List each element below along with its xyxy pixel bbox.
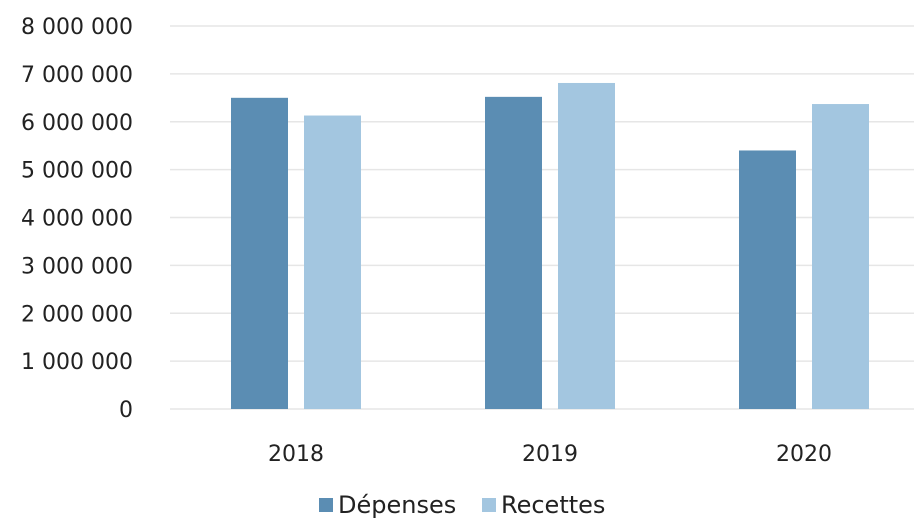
y-tick-label: 5 000 000 (21, 159, 133, 184)
x-category-label: 2020 (776, 442, 832, 467)
y-axis-ticks: 0 1 000 000 2 000 000 3 000 000 4 000 000 5 0… (21, 15, 133, 423)
bar-recettes-2019 (558, 82, 615, 409)
y-tick-label: 8 000 000 (21, 15, 133, 40)
legend-label: Recettes (501, 491, 605, 519)
legend-swatch (482, 498, 496, 512)
y-tick-label: 3 000 000 (21, 254, 133, 279)
legend-label: Dépenses (338, 491, 456, 519)
bars (231, 82, 869, 410)
bar-recettes-2018 (304, 115, 361, 410)
legend: Dépenses Recettes (319, 491, 605, 519)
bar-depenses-2020 (739, 150, 796, 409)
bar-depenses-2018 (231, 97, 288, 409)
y-tick-label: 2 000 000 (21, 302, 133, 327)
y-tick-label: 0 (119, 398, 133, 423)
y-tick-label: 1 000 000 (21, 350, 133, 375)
bar-depenses-2019 (485, 96, 542, 409)
x-category-label: 2019 (522, 442, 578, 467)
y-tick-label: 6 000 000 (21, 111, 133, 136)
bar-recettes-2020 (812, 104, 869, 409)
y-tick-label: 7 000 000 (21, 63, 133, 88)
y-tick-label: 4 000 000 (21, 207, 133, 232)
legend-swatch (319, 498, 333, 512)
x-category-label: 2018 (268, 442, 324, 467)
x-axis-categories: 2018 2019 2020 (268, 442, 832, 467)
